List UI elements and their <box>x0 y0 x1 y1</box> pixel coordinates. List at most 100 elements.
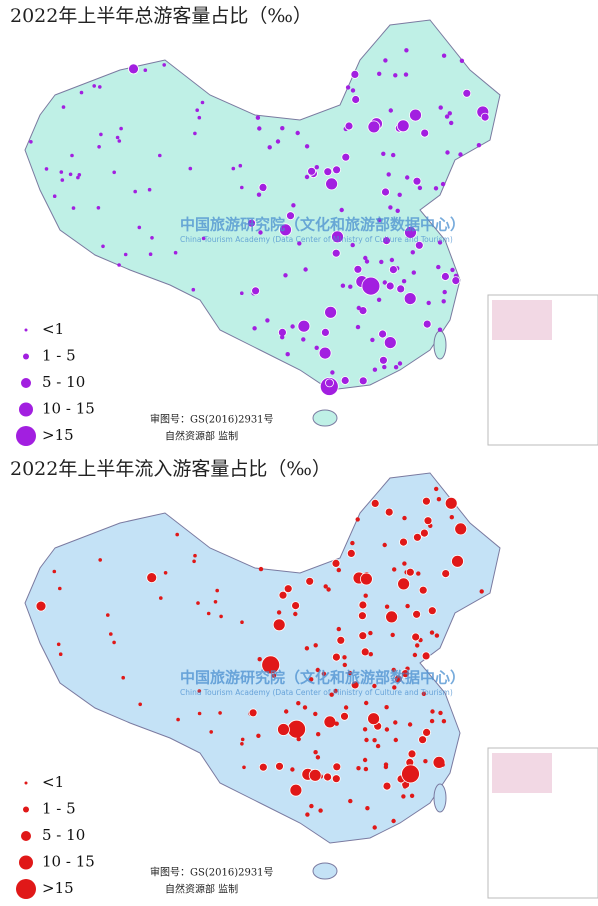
region-dot <box>286 211 295 221</box>
region-dot <box>297 319 311 333</box>
region-dot <box>313 750 318 755</box>
region-dot <box>365 806 370 811</box>
region-dot <box>421 651 431 661</box>
region-dot <box>251 286 261 296</box>
region-dot <box>29 140 33 144</box>
region-dot <box>121 675 125 680</box>
map-title: 2022年上半年总游客量占比（‰） <box>10 5 312 27</box>
region-dot <box>356 766 361 771</box>
hainan <box>312 409 338 427</box>
region-dot <box>405 175 410 180</box>
region-dot <box>409 108 422 122</box>
region-dot <box>215 588 219 593</box>
legend-label: <1 <box>42 320 64 338</box>
region-dot <box>197 115 202 120</box>
region-dot <box>407 749 417 759</box>
region-dot <box>58 586 62 591</box>
region-dot <box>218 711 222 715</box>
region-dot <box>378 329 388 339</box>
region-dot <box>271 673 277 678</box>
region-dot <box>438 105 443 110</box>
region-dot <box>405 603 410 609</box>
region-dot <box>436 497 442 502</box>
region-dot <box>351 95 361 104</box>
legend-label: >15 <box>42 426 74 444</box>
legend-label: 1 - 5 <box>42 347 76 365</box>
region-dot <box>197 711 202 716</box>
legend-label: 10 - 15 <box>42 853 95 871</box>
region-dot <box>283 584 293 594</box>
region-dot <box>302 705 308 710</box>
region-dot <box>258 230 263 235</box>
region-dot <box>314 165 319 170</box>
region-dot <box>385 610 399 624</box>
region-dot <box>192 559 196 564</box>
region-dot <box>313 711 318 717</box>
region-dot <box>347 670 353 676</box>
region-dot <box>410 250 415 255</box>
region-dot <box>358 376 368 386</box>
region-dot <box>339 207 344 213</box>
region-dot <box>290 324 295 329</box>
region-dot <box>191 287 196 292</box>
region-dot <box>400 669 410 679</box>
region-dot <box>35 600 47 612</box>
region-dot <box>426 300 431 306</box>
region-dot <box>412 176 422 186</box>
region-dot <box>441 53 447 58</box>
region-dot <box>383 58 388 63</box>
region-dot <box>444 496 458 510</box>
region-dot <box>348 798 353 804</box>
region-dot <box>305 812 310 817</box>
region-dot <box>238 163 243 168</box>
legend-dot <box>21 378 31 388</box>
region-dot <box>346 549 356 558</box>
region-dot <box>418 585 428 595</box>
region-dot <box>162 63 166 67</box>
region-dot <box>447 111 452 116</box>
region-dot <box>419 528 429 538</box>
region-dot <box>393 720 398 725</box>
region-dot <box>437 240 443 245</box>
region-dot <box>201 236 206 241</box>
region-dot <box>272 618 286 632</box>
supervisor: 自然资源部 监制 <box>165 883 238 896</box>
region-dot <box>377 217 382 223</box>
legend-label: >15 <box>42 879 74 897</box>
region-dot <box>382 236 391 246</box>
region-dot <box>361 276 381 296</box>
region-dot <box>106 613 110 617</box>
region-dot <box>320 327 330 337</box>
region-dot <box>393 73 398 78</box>
region-dot <box>417 185 423 191</box>
region-dot <box>450 267 455 273</box>
region-dot <box>256 192 262 197</box>
region-dot <box>404 48 409 53</box>
region-dot <box>402 515 407 521</box>
region-dot <box>196 601 200 605</box>
region-dot <box>261 186 266 192</box>
region-dot <box>309 677 314 682</box>
region-dot <box>411 632 421 642</box>
region-dot <box>324 305 338 319</box>
region-dot <box>96 206 101 210</box>
region-dot <box>384 507 394 517</box>
region-dot <box>414 240 424 250</box>
region-dot <box>430 709 435 714</box>
legend-dot <box>19 855 33 870</box>
region-dot <box>421 691 427 696</box>
region-dot <box>325 177 339 191</box>
region-dot <box>368 652 373 657</box>
region-dot <box>112 170 116 175</box>
region-dot <box>420 128 430 138</box>
region-dot <box>159 596 163 600</box>
region-dot <box>315 667 320 673</box>
region-dot <box>416 571 421 576</box>
watermark-cn: 中国旅游研究院（文化和旅游部数据中心） <box>180 216 465 234</box>
region-dot <box>382 542 387 548</box>
region-dot <box>363 593 368 598</box>
region-dot <box>283 273 288 278</box>
legend-dot <box>16 426 36 446</box>
region-dot <box>383 762 389 767</box>
